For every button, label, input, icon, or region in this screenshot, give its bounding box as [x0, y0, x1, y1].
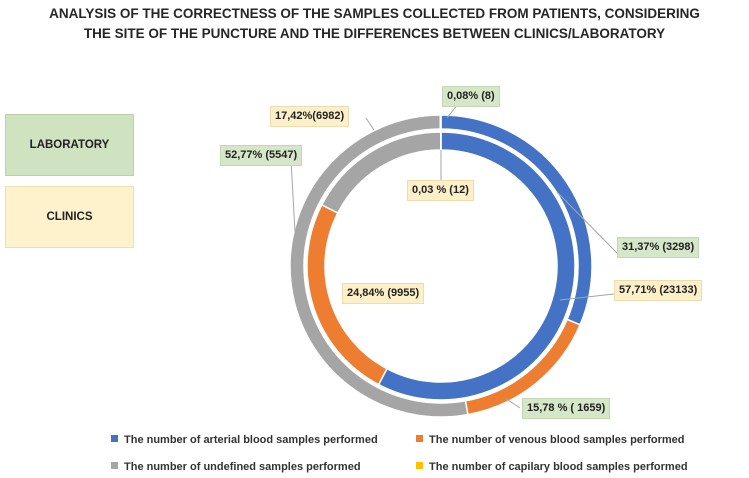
data-label-clinics-undefined: 17,42%(6982) [270, 106, 350, 127]
data-label-clinics-venous: 24,84% (9955) [342, 283, 425, 304]
leader-line-5 [556, 191, 618, 254]
legend-swatch-undefined [111, 462, 118, 469]
laboratory-label: LABORATORY [29, 139, 110, 151]
leader-line-1 [365, 117, 375, 131]
legend-swatch-arterial [111, 435, 118, 442]
legend-item-venous: The number of venous blood samples perfo… [416, 434, 684, 446]
data-label-clinics-capillary: 0,03 % (12) [407, 180, 474, 201]
data-label-laboratory-capillary: 0,08% (8) [442, 86, 500, 107]
legend-item-capillary: The number of capilary blood samples per… [416, 461, 688, 473]
leader-line-6 [559, 293, 615, 301]
data-label-clinics-arterial: 57,71% (23133) [614, 280, 703, 301]
legend-swatch-capillary [416, 462, 423, 469]
data-label-laboratory-undefined: 52,77% (5547) [220, 145, 303, 166]
data-label-laboratory-venous: 15,78 % ( 1659) [522, 398, 611, 419]
legend-label-venous: The number of venous blood samples perfo… [429, 434, 685, 446]
legend-item-arterial: The number of arterial blood samples per… [111, 434, 378, 446]
chart-title-line-1: ANALYSIS OF THE CORRECTNESS OF THE SAMPL… [49, 6, 700, 21]
slice-laboratory-capillary [439, 114, 442, 130]
clinics-legend-box: CLINICS [5, 186, 134, 248]
legend-item-undefined: The number of undefined samples performe… [111, 461, 361, 473]
leader-line-7 [504, 397, 521, 409]
legend-label-undefined: The number of undefined samples performe… [124, 461, 361, 473]
leader-line-3 [290, 159, 297, 251]
legend-label-arterial: The number of arterial blood samples per… [124, 434, 378, 446]
data-label-laboratory-arterial: 31,37% (3298) [617, 237, 700, 258]
clinics-label: CLINICS [46, 211, 93, 223]
chart-title: ANALYSIS OF THE CORRECTNESS OF THE SAMPL… [0, 4, 749, 44]
legend-swatch-venous [416, 435, 423, 442]
legend-label-capillary: The number of capilary blood samples per… [429, 461, 688, 473]
laboratory-legend-box: LABORATORY [5, 114, 134, 176]
chart-title-line-2: THE SITE OF THE PUNCTURE AND THE DIFFERE… [83, 26, 666, 41]
